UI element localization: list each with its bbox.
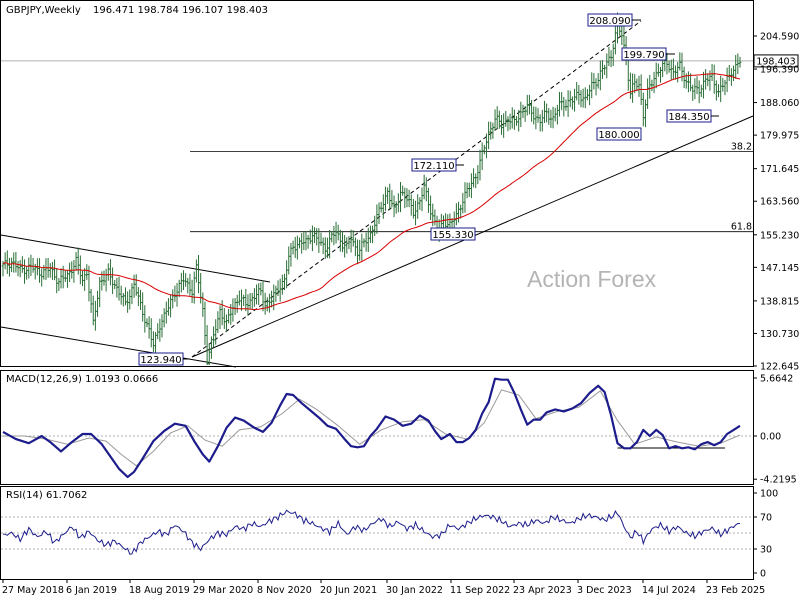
macd-line xyxy=(2,377,741,479)
price-annotation: 208.090 xyxy=(587,13,633,27)
price-axis-tick-label: 188.060 xyxy=(760,98,799,109)
x-axis-tick-label: 20 Jun 2021 xyxy=(320,585,377,596)
rsi-title: RSI(14) 61.7062 xyxy=(6,490,87,501)
x-axis-tick-label: 23 Apr 2023 xyxy=(513,585,572,596)
macd-lines-layer xyxy=(2,377,741,479)
macd-axis-tick-label: -4.2195 xyxy=(760,475,797,486)
price-annotation: 155.330 xyxy=(430,227,476,241)
price-axis-tick-label: 179.975 xyxy=(760,131,799,142)
x-axis-tick-label: 6 Jan 2019 xyxy=(66,585,117,596)
sma-layer xyxy=(2,73,741,311)
symbol-title: GBPJPY,Weekly xyxy=(6,5,81,16)
price-axis-tick-label: 122.645 xyxy=(760,362,799,373)
price-annotation-label: 172.110 xyxy=(413,161,454,172)
macd-axis: 5.6642 0.00 -4.2195 xyxy=(753,374,797,486)
x-axis-tick-label: 27 May 2018 xyxy=(2,585,64,596)
x-axis-tick-label: 30 Jan 2022 xyxy=(386,585,443,596)
price-axis-tick-label: 196.390 xyxy=(760,65,799,76)
price-axis-tick-label: 147.145 xyxy=(760,263,799,274)
x-axis-tick-label: 3 Dec 2023 xyxy=(577,585,632,596)
sma-line xyxy=(2,73,741,311)
price-annotation-label: 155.330 xyxy=(432,230,473,241)
price-annotation-box xyxy=(596,127,642,141)
macd-axis-tick-label: 0.00 xyxy=(760,432,781,443)
x-axis-tick-label: 8 Nov 2020 xyxy=(257,585,312,596)
price-annotation: 184.350 xyxy=(666,109,712,123)
rsi-line xyxy=(2,509,740,555)
rsi-axis-tick-label: 30 xyxy=(760,545,772,556)
rsi-lines-layer xyxy=(2,509,740,555)
x-axis: 27 May 2018 6 Jan 2019 18 Aug 2019 29 Mar 2… xyxy=(2,579,765,596)
rsi-axis-tick-label: 100 xyxy=(760,489,778,500)
rsi-axis-tick-label: 0 xyxy=(760,569,766,580)
price-annotation-label: 180.000 xyxy=(598,130,639,141)
x-axis-tick-label: 29 Mar 2020 xyxy=(193,585,253,596)
price-axis-tick-label: 138.815 xyxy=(760,296,799,307)
price-annotation-label: 123.940 xyxy=(140,355,181,366)
price-axis-tick-label: 130.730 xyxy=(760,329,799,340)
price-axis-tick-label: 155.230 xyxy=(760,230,799,241)
fib-38-2-label: 38.2 xyxy=(731,142,752,153)
price-annotation-label: 199.790 xyxy=(623,50,664,61)
price-axis-tick-label: 171.645 xyxy=(760,164,799,175)
channel-lower-line xyxy=(0,326,237,368)
price-axis: 204.590 196.390 188.060 179.975 171.645 163.5… xyxy=(753,32,799,373)
annotation-layer: 208.090 199.790 184.350 180.000 172.110 155.3… xyxy=(138,13,799,366)
price-annotation-box xyxy=(430,227,476,241)
ohlc-values: 196.471 198.784 196.107 198.403 xyxy=(93,5,268,16)
rsi-axis: 100 70 30 0 xyxy=(753,489,778,580)
price-annotation: 172.110 xyxy=(411,158,457,172)
x-axis-tick-label: 14 Jul 2024 xyxy=(642,585,696,596)
macd-title: MACD(12,26,9) 1.0193 0.0666 xyxy=(6,374,158,385)
fib-61-8-label: 61.8 xyxy=(731,222,752,233)
price-annotation: 180.000 xyxy=(596,127,642,141)
macd-signal-line xyxy=(3,389,741,467)
current-price-tag: 198.403 xyxy=(753,54,799,68)
price-bars-layer xyxy=(1,12,742,365)
current-price-tag-label: 198.403 xyxy=(756,56,795,67)
price-axis-tick-label: 163.560 xyxy=(760,197,799,208)
x-axis-tick-label: 11 Sep 2022 xyxy=(450,585,510,596)
price-axis-tick-label: 204.590 xyxy=(760,32,799,43)
price-annotation-label: 208.090 xyxy=(589,16,630,27)
watermark: Action Forex xyxy=(527,266,657,292)
x-axis-tick-label: 23 Feb 2025 xyxy=(706,585,765,596)
price-annotation-label: 184.350 xyxy=(668,112,709,123)
price-annotation: 199.790 xyxy=(621,47,667,61)
macd-axis-tick-label: 5.6642 xyxy=(760,374,793,385)
current-price-tag-box xyxy=(753,54,799,68)
channel-upper-line xyxy=(0,234,271,283)
rsi-axis-tick-label: 70 xyxy=(760,513,772,524)
price-annotation: 123.940 xyxy=(138,352,184,366)
x-axis-tick-label: 18 Aug 2019 xyxy=(129,585,190,596)
